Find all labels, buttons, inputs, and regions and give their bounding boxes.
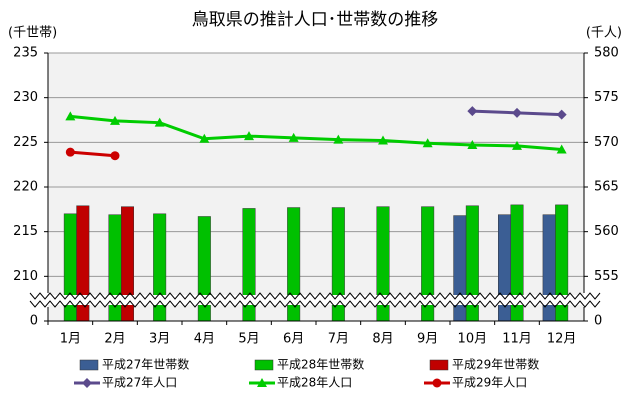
- marker: [154, 117, 165, 127]
- axis-break-line: [29, 292, 601, 300]
- legend-label: 平成27年人口: [102, 376, 177, 390]
- y2-tick-label: 580: [594, 46, 619, 61]
- y2-tick-label: 575: [594, 90, 619, 105]
- marker: [110, 151, 120, 161]
- chart-title: 鳥取県の推計人口･世帯数の推移: [192, 10, 439, 30]
- x-tick-label: 5月: [238, 332, 259, 347]
- y2-tick-label: 570: [594, 135, 619, 150]
- marker: [556, 109, 567, 120]
- bar: [197, 216, 211, 322]
- y2-tick-label: 560: [594, 224, 619, 239]
- y-tick-label: 215: [13, 224, 38, 239]
- y-axis-label: (千世帯): [8, 26, 57, 41]
- x-tick-label: 2月: [104, 332, 125, 347]
- y-tick-label: 225: [13, 135, 38, 150]
- marker: [512, 107, 522, 118]
- x-tick-label: 11月: [502, 332, 532, 347]
- x-tick-label: 9月: [417, 332, 438, 347]
- axis-break: [30, 295, 602, 305]
- marker: [110, 115, 120, 125]
- line: [70, 150, 116, 158]
- x-tick-label: 4月: [194, 332, 215, 347]
- legend-label: 平成29年世帯数: [452, 357, 539, 372]
- axis-break-line: [29, 300, 601, 308]
- marker: [422, 138, 433, 148]
- marker: [556, 144, 567, 154]
- line: [70, 114, 562, 151]
- x-tick-label: 1月: [60, 332, 81, 347]
- legend-label: 平成28年人口: [277, 376, 352, 390]
- marker: [467, 140, 478, 150]
- y-tick-label: 230: [13, 90, 38, 105]
- marker: [65, 147, 75, 157]
- marker: [378, 135, 388, 145]
- x-tick-label: 6月: [283, 332, 304, 347]
- x-tick-label: 7月: [328, 332, 349, 347]
- marker: [512, 140, 522, 150]
- x-tick-label: 3月: [149, 332, 170, 347]
- legend-marker: [257, 378, 267, 387]
- x-tick-label: 10月: [458, 332, 488, 347]
- marker: [333, 134, 344, 144]
- y2-tick-label: 555: [594, 269, 619, 284]
- legend-label: 平成28年世帯数: [277, 357, 364, 372]
- legend-swatch: [79, 359, 99, 371]
- legend-swatch: [254, 359, 274, 371]
- legend-label: 平成29年人口: [452, 376, 527, 390]
- bar: [453, 215, 467, 322]
- y2-tick-label: 0: [594, 314, 602, 329]
- marker: [199, 133, 210, 143]
- marker: [65, 111, 76, 121]
- y-tick-label: 0: [30, 314, 38, 329]
- y2-axis-label: (千人): [586, 26, 622, 41]
- marker: [288, 132, 299, 142]
- legend-marker: [82, 378, 92, 388]
- y-tick-label: 220: [13, 180, 38, 195]
- legend-marker: [432, 378, 442, 388]
- marker: [467, 106, 478, 117]
- x-tick-label: 8月: [372, 332, 393, 347]
- legend-swatch: [429, 359, 449, 371]
- bar: [498, 214, 511, 322]
- x-tick-label: 12月: [547, 332, 577, 347]
- legend-label: 平成27年世帯数: [102, 357, 189, 372]
- y2-tick-label: 565: [594, 180, 619, 195]
- y-tick-label: 235: [13, 46, 38, 61]
- marker: [244, 131, 254, 141]
- bar: [108, 214, 122, 322]
- y-tick-label: 210: [13, 269, 38, 284]
